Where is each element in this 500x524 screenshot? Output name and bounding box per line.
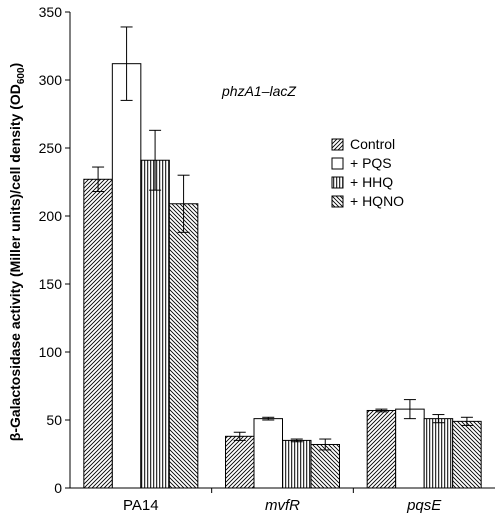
bar [310, 443, 340, 489]
bar [253, 418, 283, 489]
y-tick-label: 200 [39, 208, 63, 224]
bar [282, 439, 312, 489]
bar [423, 418, 454, 489]
legend-label: + HQNO [350, 193, 404, 209]
y-tick-label: 300 [39, 72, 63, 88]
x-axis: PA14 mvfR pqsE [70, 487, 495, 514]
legend-label: Control [350, 136, 395, 152]
bar [140, 159, 170, 489]
y-tick-label: 0 [54, 480, 62, 496]
x-category-label: PA14 [123, 497, 159, 514]
bar [168, 203, 199, 489]
legend-swatch [331, 138, 344, 151]
y-tick-label: 250 [39, 140, 63, 156]
y-axis: 0 50 100 150 200 250 300 350 [39, 4, 71, 496]
bar [225, 435, 255, 489]
annotation-label: phzA1–lacZ [221, 83, 296, 99]
bar [366, 409, 397, 489]
error-bars [92, 26, 473, 451]
bar [83, 178, 113, 489]
legend-label: + HHQ [350, 174, 393, 190]
y-tick-label: 100 [39, 344, 63, 360]
y-tick-label: 350 [39, 4, 63, 20]
legend-swatch [331, 157, 344, 170]
legend: Control + PQS + HHQ + HQNO [331, 136, 404, 209]
legend-label: + PQS [350, 155, 392, 171]
y-tick-label: 50 [46, 412, 62, 428]
bar [395, 408, 425, 489]
x-category-label: pqsE [406, 497, 442, 514]
legend-swatch [331, 176, 344, 189]
y-axis-title: β-Galactosidase activity (Miller units)/… [7, 63, 27, 441]
bar [111, 63, 142, 489]
legend-swatch [331, 195, 344, 208]
bar [452, 420, 482, 489]
bars [83, 63, 482, 489]
y-tick-label: 150 [39, 276, 63, 292]
x-category-label: mvfR [265, 497, 300, 514]
